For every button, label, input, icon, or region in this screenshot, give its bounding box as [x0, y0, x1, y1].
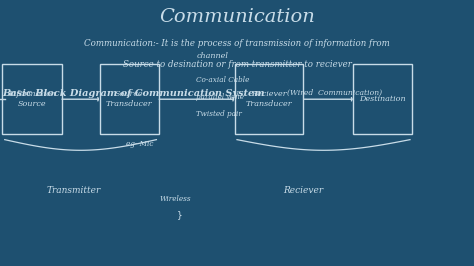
Text: Reciever: Reciever [283, 186, 323, 195]
Text: Communication:- It is the process of transmission of information from: Communication:- It is the process of tra… [84, 39, 390, 48]
Text: Basic Block Diagram of Communication System: Basic Block Diagram of Communication Sys… [2, 89, 265, 98]
Text: Destination: Destination [359, 95, 406, 103]
Text: eg- Mic: eg- Mic [126, 140, 153, 148]
Text: channel: channel [197, 52, 228, 60]
Text: Transmitter: Transmitter [46, 186, 100, 195]
Text: Co-axial Cable: Co-axial Cable [196, 76, 249, 84]
Text: (Wired  Communication): (Wired Communication) [287, 89, 382, 97]
Text: parallel wine: parallel wine [196, 93, 244, 101]
Text: Communication: Communication [159, 8, 315, 26]
Text: Information
Source: Information Source [8, 90, 56, 108]
Text: Wireless: Wireless [160, 196, 191, 203]
Text: Source to desination or from transmitter to reciever: Source to desination or from transmitter… [123, 60, 351, 69]
Text: Reciever
Transducer: Reciever Transducer [246, 90, 292, 108]
Text: Twisted pair: Twisted pair [196, 110, 242, 118]
Text: Source
Transducer: Source Transducer [106, 90, 153, 108]
Text: }: } [177, 210, 183, 219]
